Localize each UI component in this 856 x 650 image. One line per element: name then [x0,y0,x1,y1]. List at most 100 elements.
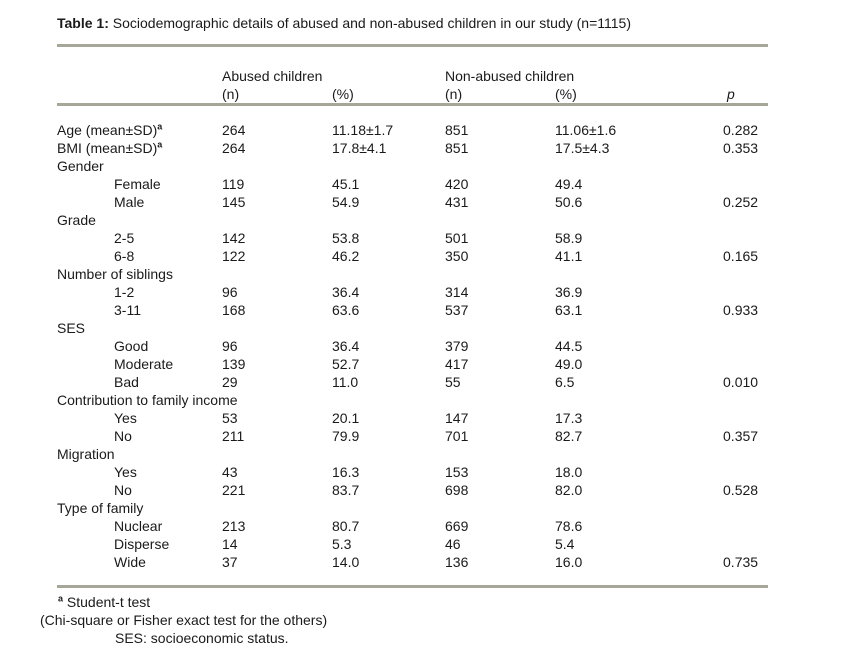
cell-nonabused-n: 851 [445,121,469,138]
cell-nonabused-pct: 82.0 [555,481,583,498]
category-label-text: No [114,427,132,444]
footnote-a-marker: a [58,592,64,603]
sociodemographic-table: Abused children Non-abused children (n) … [57,67,769,571]
cell-abused-n: 139 [222,355,246,372]
cell-p-value [723,517,768,535]
cell-abused-pct [332,499,445,517]
header-abused-pct: (%) [332,85,445,106]
cell-abused-pct: 11.0 [332,373,359,390]
table-caption-number: Table 1: [57,15,109,31]
cell-category-label: 3-11 [57,301,222,319]
cell-abused-pct: 45.1 [332,175,360,192]
cell-abused-n: 96 [222,337,238,354]
cell-abused-n: 213 [222,517,246,534]
header-empty-p-cell [723,67,768,85]
table-row: Contribution to family income [57,391,768,409]
cell-nonabused-n [445,265,555,283]
cell-p-value [723,337,768,355]
cell-p-value [723,229,768,247]
cell-nonabused-n: 350 [445,247,469,264]
cell-p-value [723,157,768,175]
cell-nonabused-pct: 6.5 [555,373,575,390]
table-row: Female 119 45.1 420 49.4 [57,175,768,193]
table-row: 6-8 122 46.2 350 41.1 0.165 [57,247,768,265]
table-row: Age (mean±SD)a 264 11.18±1.7 851 11.06±1… [57,121,768,139]
cell-category-label: Age (mean±SD)a [57,121,222,139]
category-label-text: 3-11 [114,301,141,318]
cell-p-value: 0.353 [723,139,759,156]
top-rule [57,44,768,47]
category-label-text: Bad [114,373,139,390]
footnote-ses-definition: SES: socioeconomic status. [115,629,289,646]
cell-abused-n: 43 [222,463,238,480]
cell-nonabused-n: 314 [445,283,469,300]
category-label-text: Gender [57,157,104,174]
cell-nonabused-pct: 18.0 [555,463,583,480]
cell-nonabused-n: 701 [445,427,469,444]
cell-abused-n [222,265,332,283]
cell-nonabused-pct [555,391,723,409]
cell-abused-n: 37 [222,553,238,570]
cell-nonabused-pct: 5.4 [555,535,575,552]
table-row: SES [57,319,768,337]
cell-nonabused-n: 136 [445,553,469,570]
cell-abused-n: 211 [222,427,245,444]
cell-abused-pct [332,391,445,409]
cell-p-value [723,409,768,427]
footnote-marker: a [157,120,163,131]
cell-nonabused-pct: 82.7 [555,427,583,444]
header-nonabused-pct: (%) [555,85,724,106]
cell-abused-n: 14 [222,535,238,552]
cell-nonabused-pct: 49.0 [555,355,583,372]
cell-p-value [723,175,768,193]
cell-abused-pct: 79.9 [332,427,360,444]
cell-p-value [723,535,768,553]
cell-nonabused-pct: 36.9 [555,283,583,300]
table-row: Wide 37 14.0 136 16.0 0.735 [57,553,768,571]
cell-abused-n: 264 [222,121,246,138]
table-row: Migration [57,445,768,463]
cell-abused-n [222,211,332,229]
category-label-text: Male [114,193,145,210]
cell-nonabused-n: 147 [445,409,469,426]
cell-category-label: No [57,427,222,445]
cell-abused-n [222,445,332,463]
table-body: Age (mean±SD)a 264 11.18±1.7 851 11.06±1… [57,105,768,571]
cell-category-label: Gender [57,157,222,175]
cell-abused-pct [332,445,445,463]
category-label-text: Number of siblings [57,265,173,282]
header-empty-cell [57,67,222,85]
cell-nonabused-pct: 16.0 [555,553,583,570]
cell-abused-n: 264 [222,139,246,156]
cell-category-label: Wide [57,553,222,571]
category-label-text: Good [114,337,149,354]
table-row: Grade [57,211,768,229]
table-header: Abused children Non-abused children (n) … [57,67,769,106]
table-row: 2-5 142 53.8 501 58.9 [57,229,768,247]
cell-abused-n [222,319,332,337]
cell-abused-pct: 54.9 [332,193,360,210]
cell-nonabused-n [445,211,555,229]
cell-nonabused-n [445,157,555,175]
cell-abused-n [222,391,332,409]
table-row: Yes 53 20.1 147 17.3 [57,409,768,427]
table-row: Number of siblings [57,265,768,283]
cell-nonabused-n: 379 [445,337,469,354]
cell-nonabused-pct: 49.4 [555,175,583,192]
cell-nonabused-n: 698 [445,481,469,498]
cell-abused-pct: 14.0 [332,553,360,570]
header-abused-n: (n) [222,85,332,106]
cell-nonabused-pct: 44.5 [555,337,583,354]
cell-p-value [723,391,768,409]
footnote-student-t: a Student-t test [58,593,856,611]
cell-abused-pct: 52.7 [332,355,360,372]
footnote-student-t-text: Student-t test [63,593,151,610]
table-row: Type of family [57,499,768,517]
cell-category-label: Grade [57,211,222,229]
table-row: BMI (mean±SD)a 264 17.8±4.1 851 17.5±4.3… [57,139,768,157]
table-row: 1-2 96 36.4 314 36.9 [57,283,768,301]
category-label-text: Yes [114,463,137,480]
cell-p-value: 0.252 [723,193,759,210]
table-row: Male 145 54.9 431 50.6 0.252 [57,193,768,211]
cell-p-value: 0.165 [723,247,759,264]
